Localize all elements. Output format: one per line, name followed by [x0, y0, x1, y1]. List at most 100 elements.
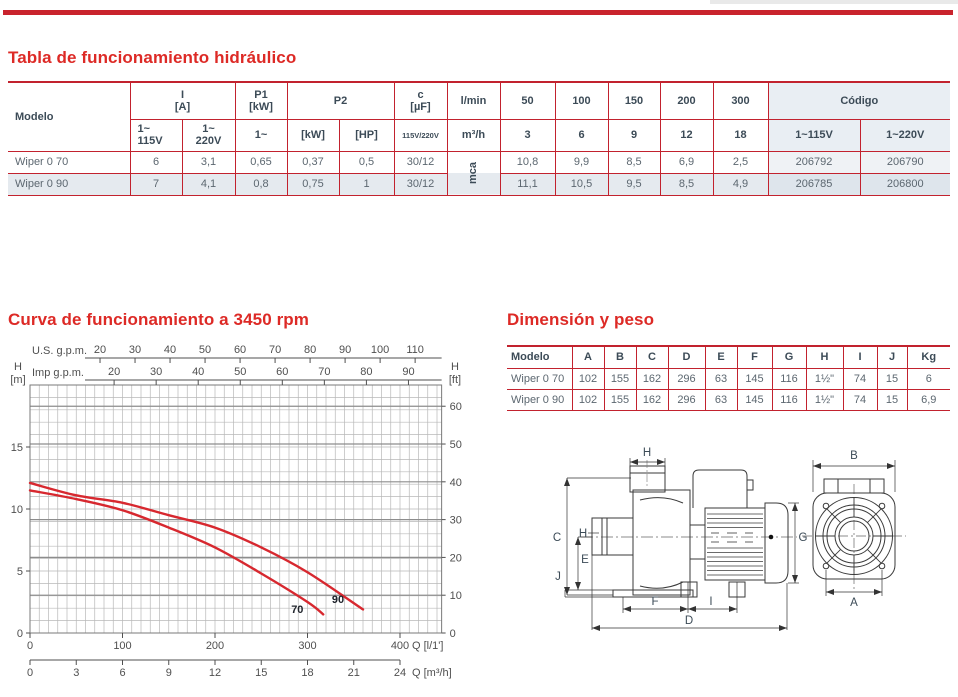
subheader-220v: 1~ 220V [181, 118, 236, 152]
dim-col-header: Modelo [507, 345, 573, 369]
cell: 4,1 [181, 172, 236, 196]
dim-col-header: I [842, 345, 878, 369]
axis-tick-label: 80 [304, 344, 316, 356]
pump-curve-90 [28, 481, 365, 611]
pump-curve-70 [28, 489, 325, 616]
dim-label-f: F [651, 596, 658, 608]
cell: 11,1 [499, 172, 556, 196]
axis-tick-label: 15 [11, 442, 23, 454]
axis-tick-label: 30 [150, 366, 162, 378]
axis-tick-label: 0 [17, 628, 23, 640]
cell: 1½" [805, 388, 844, 411]
page-top-strip [710, 0, 958, 4]
axis-tick-label: 40 [164, 344, 176, 356]
front-view-labels: B A [850, 450, 858, 609]
dim-col-header: B [603, 345, 637, 369]
axis-tick-label: 100 [371, 344, 389, 356]
cell: 162 [635, 388, 669, 411]
dim-label-d: D [685, 615, 693, 627]
cell: 102 [571, 367, 605, 390]
cell: 63 [704, 388, 738, 411]
axis-tick-label: 100 [113, 640, 131, 652]
curve-label-70: 70 [291, 604, 303, 616]
cell: 145 [736, 388, 773, 411]
col-header-current: I [A] [129, 81, 236, 120]
dim-col-header: G [771, 345, 807, 369]
col-header-lmin: l/min [446, 81, 501, 120]
col-header-modelo: Modelo [8, 81, 131, 152]
cell: 9,5 [607, 172, 661, 196]
cell: 10,8 [499, 150, 556, 174]
axis-tick-label: 110 [406, 344, 424, 356]
axis-tick-label: 20 [94, 344, 106, 356]
cell: 30/12 [393, 150, 448, 174]
axis-tick-label: 50 [199, 344, 211, 356]
cell: 145 [736, 367, 773, 390]
subheader-cod-115: 1~115V [767, 118, 861, 152]
axis-tick-label: 70 [318, 366, 330, 378]
axis-tick-label: 3 [73, 667, 79, 679]
cell: 6 [906, 367, 950, 390]
axis-tick-label: 200 [206, 640, 224, 652]
axis-tick-label: 20 [108, 366, 120, 378]
dimensions-title: Dimensión y peso [507, 310, 655, 329]
cell: 74 [842, 388, 878, 411]
subheader-p1-phase: 1~ [234, 118, 288, 152]
cell: 8,5 [659, 172, 714, 196]
product-code: 206800 [859, 172, 951, 196]
axis-tick-label: 18 [301, 667, 313, 679]
flow-lmin-150: 150 [607, 81, 661, 120]
dim-col-header: C [635, 345, 669, 369]
cell: 3,1 [181, 150, 236, 174]
flow-m3h-9: 9 [607, 118, 661, 152]
dim-col-header: F [736, 345, 773, 369]
dim-col-header: D [667, 345, 706, 369]
dim-label-h-left: H [579, 528, 587, 540]
dimensions-table: Modelo A B C D E F G H I J Kg Wiper 0 70… [507, 345, 950, 411]
cell: 63 [704, 367, 738, 390]
curve-label-90: 90 [332, 594, 344, 606]
col-header-capacitor: c [µF] [393, 81, 448, 120]
axis-tick-label: 50 [234, 366, 246, 378]
axis-tick-label: 10 [450, 590, 462, 602]
subheader-hp: [HP] [338, 118, 395, 152]
flow-lmin-100: 100 [554, 81, 609, 120]
cell: 0,5 [338, 150, 395, 174]
cell: 8,5 [607, 150, 661, 174]
axis-tick-label: 0 [27, 640, 33, 652]
cell: 4,9 [712, 172, 769, 196]
cell: 0,65 [234, 150, 288, 174]
axis-tick-label: 90 [402, 366, 414, 378]
cell: 7 [129, 172, 183, 196]
product-code: 206785 [767, 172, 861, 196]
mca-unit-cell: mca [446, 150, 501, 196]
col-header-p1: P1 [kW] [234, 81, 288, 120]
axis-tick-label: 60 [276, 366, 288, 378]
cell: 1 [338, 172, 395, 196]
flow-lmin-50: 50 [499, 81, 556, 120]
axis-tick-label: 21 [348, 667, 360, 679]
axis-tick-label: 40 [450, 477, 462, 489]
dim-label-b: B [850, 450, 858, 462]
axis-tick-label: 60 [234, 344, 246, 356]
axis-tick-label: 9 [166, 667, 172, 679]
cell: 15 [876, 367, 908, 390]
pump-front-view [802, 478, 906, 592]
subheader-115v: 1~ 115V [130, 118, 183, 152]
dim-label-a: A [850, 597, 858, 609]
flow-m3h-12: 12 [659, 118, 714, 152]
cell: 296 [667, 388, 706, 411]
dim-col-header: A [571, 345, 605, 369]
axis-tick-label: 12 [209, 667, 221, 679]
cell: 0,37 [286, 150, 340, 174]
cell: 155 [603, 367, 637, 390]
side-view-labels: H C H E J G F I D [553, 447, 808, 627]
cell: 2,5 [712, 150, 769, 174]
cell: 0,75 [286, 172, 340, 196]
axis-label-q-lmin: Q [l/1'] [412, 640, 443, 652]
axis-tick-label: 10 [11, 504, 23, 516]
axis-tick-label: 70 [269, 344, 281, 356]
pump-side-view [581, 460, 797, 598]
axis-tick-label: 20 [450, 552, 462, 564]
